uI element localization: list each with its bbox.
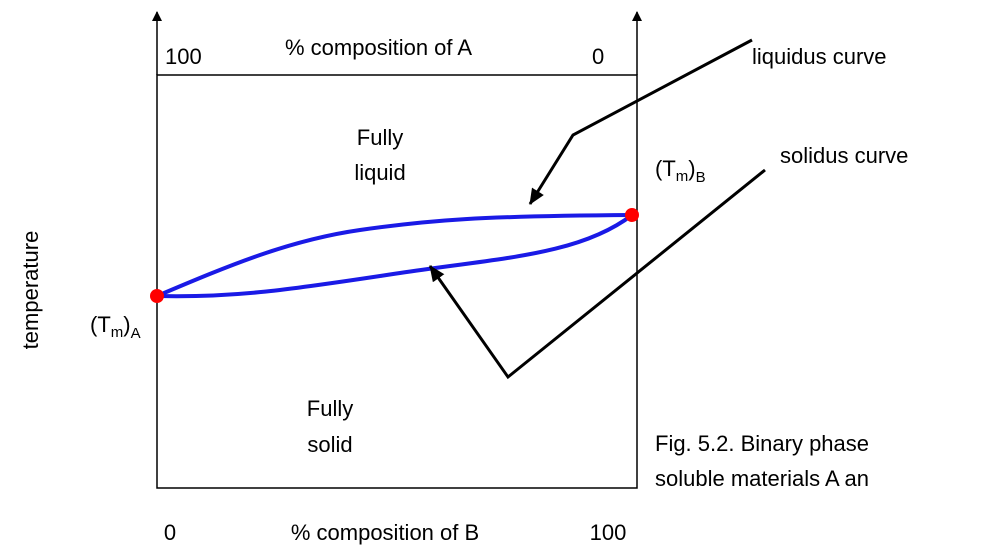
top-left-label: 100 [165, 44, 202, 69]
liquidus-pointer [528, 38, 753, 205]
solidus-curve [156, 213, 634, 299]
melting-label-a: (Tm)A [90, 312, 141, 342]
bottom-left-label: 0 [164, 520, 176, 545]
y-axis-label: temperature [18, 231, 43, 350]
region-label: liquid [354, 160, 405, 185]
plot-box [156, 74, 638, 489]
bottom-axis-label: % composition of B [291, 520, 479, 545]
region-label: Fully [357, 125, 403, 150]
region-label: solid [307, 432, 352, 457]
melting-point-a [150, 289, 164, 303]
caption-line: soluble materials A an [655, 466, 869, 491]
region-label: Fully [307, 396, 353, 421]
bottom-right-label: 100 [590, 520, 627, 545]
liquidus-curve [156, 213, 633, 298]
melting-label-b: (Tm)B [655, 156, 706, 186]
solidus-pointer [428, 168, 766, 380]
top-axis-label: % composition of A [285, 35, 472, 60]
solidus-label: solidus curve [780, 143, 908, 168]
melting-point-b [625, 208, 639, 222]
liquidus-label: liquidus curve [752, 44, 887, 69]
top-right-label: 0 [592, 44, 604, 69]
caption-line: Fig. 5.2. Binary phase [655, 431, 869, 456]
